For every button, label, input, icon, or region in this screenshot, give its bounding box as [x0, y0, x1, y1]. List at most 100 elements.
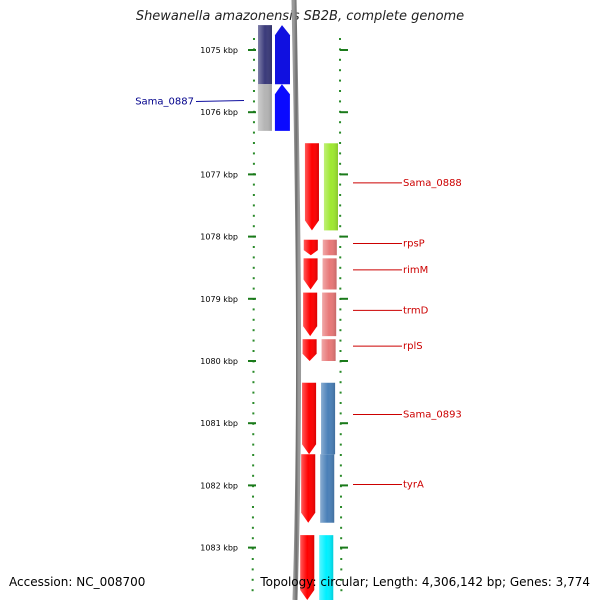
guide-dot: [252, 256, 255, 259]
guide-dot: [339, 194, 342, 196]
guide-dot: [251, 558, 254, 560]
gene-label: Sama_0888: [403, 178, 462, 189]
guide-dot: [339, 90, 342, 92]
guide-dot: [252, 318, 255, 321]
guide-dot: [339, 277, 342, 280]
scale-tick-label: 1082 kbp: [200, 481, 238, 490]
guide-dot: [252, 443, 255, 446]
guide-dot: [252, 90, 255, 92]
guide-dot: [252, 277, 255, 280]
gene-arrow-shade: [304, 143, 319, 231]
guide-dot: [252, 266, 255, 269]
guide-dot: [339, 142, 342, 144]
guide-dot: [340, 578, 343, 581]
gene-arrow-shade: [303, 239, 318, 256]
gene-feature: [257, 25, 290, 85]
gene-feature: [303, 239, 337, 256]
guide-dot: [339, 350, 342, 352]
scale-tick-label: 1079 kbp: [200, 295, 238, 304]
scale-tick-label: 1078 kbp: [200, 233, 238, 242]
guide-dot: [339, 183, 342, 186]
gene-label-line: [195, 100, 245, 103]
guide-dot: [252, 495, 255, 498]
gene-arrow-shade: [303, 292, 318, 337]
guide-dot: [339, 495, 342, 498]
guide-dot: [340, 537, 343, 540]
guide-dot: [252, 350, 255, 352]
guide-dot: [252, 79, 255, 82]
guide-dot: [339, 402, 342, 404]
guide-dot: [252, 402, 255, 404]
gene-bar-shade: [257, 25, 272, 85]
gene-feature: [303, 258, 337, 290]
guide-dot: [339, 69, 342, 72]
guide-dot: [252, 121, 255, 124]
guide-dot: [339, 38, 342, 40]
gene-bar-shade: [322, 258, 337, 290]
guide-dot: [339, 474, 342, 477]
guide-dot: [252, 381, 255, 384]
guide-dot: [252, 308, 255, 311]
guide-dot: [339, 214, 342, 217]
guide-dot: [339, 287, 342, 290]
guide-dot: [339, 266, 342, 269]
guide-dot: [339, 381, 342, 384]
guide-dot: [252, 370, 255, 373]
genome-backbone: [291, 0, 302, 600]
guide-dot: [339, 318, 342, 321]
guide-dot: [252, 69, 255, 72]
scale-tick-label: 1083 kbp: [200, 544, 238, 553]
gene-bar-shade: [322, 292, 337, 337]
guide-dot: [339, 370, 342, 373]
guide-dot: [339, 152, 342, 155]
guide-dot: [252, 131, 255, 134]
scale-tick-label: 1077 kbp: [200, 170, 238, 179]
gene-bar-shade: [320, 454, 335, 523]
guide-dot: [252, 246, 255, 248]
gene-label: rimM: [403, 265, 428, 276]
guide-dot: [339, 391, 342, 394]
guide-dot: [340, 526, 343, 529]
guide-dot: [251, 578, 254, 581]
scale-tick-label: 1075 kbp: [200, 46, 238, 55]
gene-arrow-shade: [302, 382, 317, 455]
gene-label: Sama_0893: [403, 410, 462, 421]
gene-label: rpsP: [403, 238, 425, 249]
guide-dot: [339, 308, 342, 311]
gene-bar-shade: [321, 339, 336, 361]
guide-dot: [339, 246, 342, 248]
gene-bar-shade: [319, 535, 334, 600]
guide-dot: [252, 225, 255, 228]
gene-feature: [302, 382, 336, 455]
guide-dot: [339, 204, 342, 207]
guide-dot: [252, 194, 255, 196]
guide-dot: [339, 339, 342, 342]
guide-dot: [252, 464, 255, 467]
guide-dot: [340, 516, 343, 519]
guide-dot: [252, 100, 255, 103]
guide-dot: [339, 121, 342, 124]
gene-feature: [257, 84, 290, 131]
gene-bar-shade: [257, 84, 272, 131]
topology-summary: Topology: circular; Length: 4,306,142 bp…: [260, 575, 590, 589]
guide-dot: [251, 526, 254, 529]
guide-dot: [339, 162, 342, 165]
gene-arrow: [274, 25, 290, 85]
guide-dot: [339, 225, 342, 228]
guide-dot: [252, 433, 255, 436]
accession-text: Accession: NC_008700: [9, 575, 146, 589]
guide-dot: [252, 38, 255, 40]
gene-arrow-shade: [303, 258, 318, 290]
guide-dot: [339, 58, 342, 61]
guide-dot: [339, 412, 342, 415]
guide-dot: [340, 506, 343, 508]
guide-dot: [339, 443, 342, 446]
guide-dot: [252, 412, 255, 415]
guide-dot: [251, 537, 254, 540]
guide-dot: [251, 516, 254, 519]
guide-dot: [339, 131, 342, 134]
guide-dot: [252, 152, 255, 155]
guide-dot: [252, 58, 255, 61]
